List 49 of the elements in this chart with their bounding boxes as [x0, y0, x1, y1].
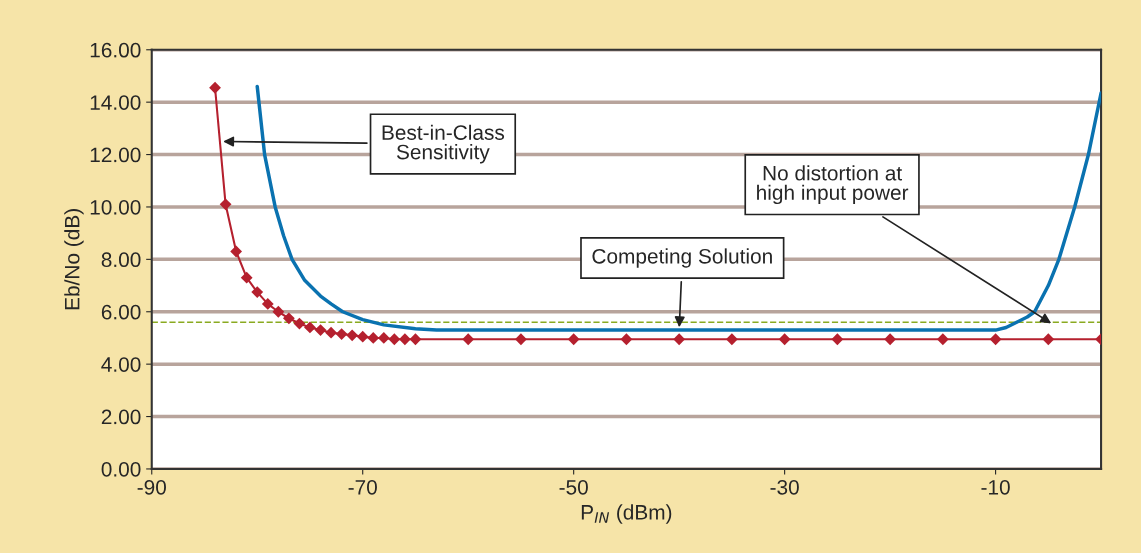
x-tick-label: -90 — [137, 479, 166, 495]
point — [209, 81, 221, 94]
x-tick-label: -50 — [559, 479, 588, 495]
point — [831, 333, 844, 346]
point — [230, 245, 243, 258]
point — [251, 286, 264, 298]
point — [356, 330, 369, 343]
y-tick-label: 4.00 — [101, 357, 141, 372]
point — [304, 321, 316, 334]
x-tick-label: -70 — [348, 479, 377, 495]
annotation: No distortion at high input power — [757, 165, 909, 205]
point — [515, 333, 527, 346]
point — [778, 333, 791, 346]
point — [335, 328, 348, 340]
point — [346, 329, 359, 342]
point — [567, 333, 580, 346]
point — [936, 333, 949, 346]
y-tick-label: 14.00 — [90, 95, 141, 110]
point — [620, 333, 633, 346]
x-tick-label: -10 — [981, 479, 1010, 495]
point — [884, 333, 896, 346]
point — [219, 198, 232, 211]
point — [240, 271, 253, 284]
y-tick-label: 10.00 — [90, 199, 141, 215]
point — [261, 298, 274, 310]
x-tick-label: -30 — [770, 479, 799, 495]
point — [293, 317, 306, 330]
point — [673, 333, 686, 346]
y-tick-label: 8.00 — [101, 252, 141, 268]
point — [989, 333, 1002, 346]
point — [409, 333, 422, 346]
point — [325, 326, 337, 339]
point — [272, 305, 285, 318]
y-axis-title: Eb/No (dB) — [64, 209, 84, 310]
annotation: Competing Solution — [592, 248, 772, 268]
point — [725, 333, 738, 346]
x-axis-title: P$_{IN}$ (dBm) — [581, 504, 672, 524]
point — [282, 312, 295, 325]
y-tick-label: 6.00 — [101, 304, 141, 320]
point — [314, 324, 327, 336]
y-tick-label: 12.00 — [90, 147, 141, 163]
point — [399, 333, 411, 346]
y-tick-label: 0.00 — [101, 461, 141, 477]
y-tick-label: 16.00 — [90, 42, 141, 58]
point — [462, 333, 475, 346]
point — [1042, 333, 1055, 346]
y-tick-label: 2.00 — [101, 409, 141, 425]
annotation: Best-in-Class Sensitivity — [382, 124, 505, 164]
point — [388, 333, 401, 346]
